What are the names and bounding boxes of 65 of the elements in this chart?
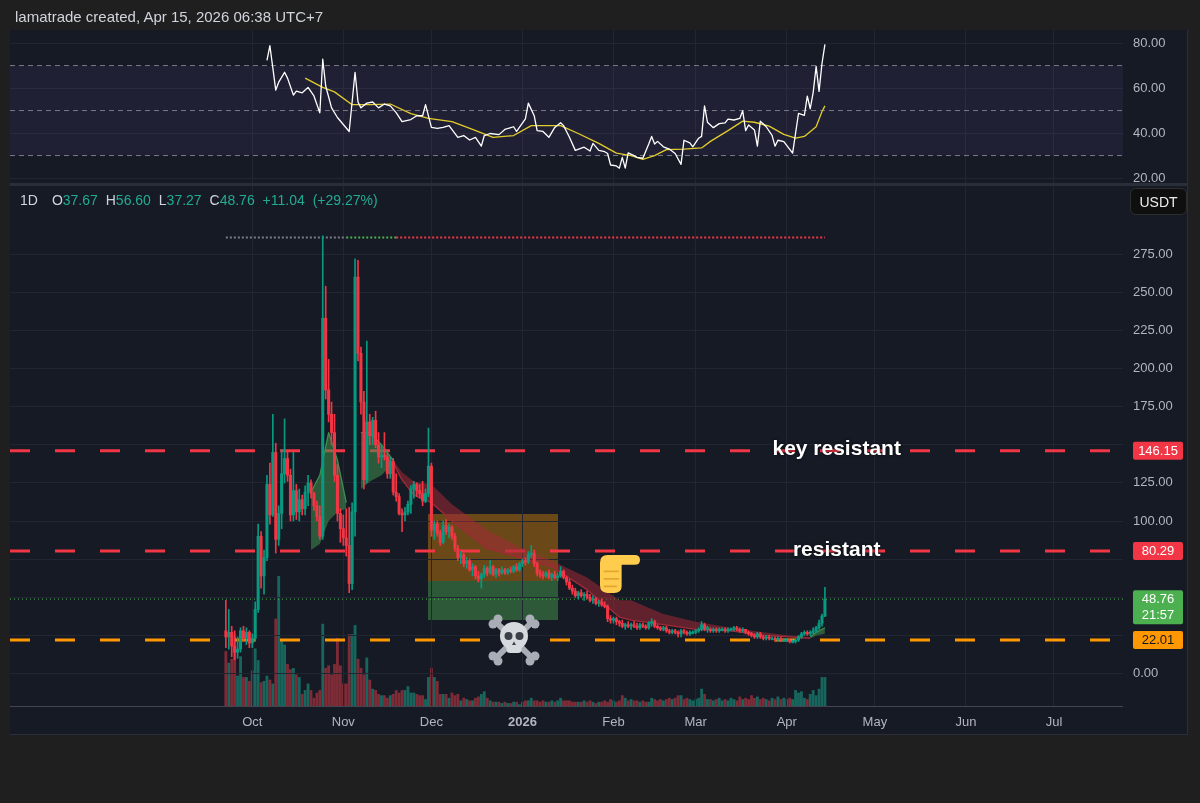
y-tick-label: 200.00 xyxy=(1133,360,1173,376)
bar xyxy=(277,576,281,706)
y-tick-label: 250.00 xyxy=(1133,283,1173,299)
y-tick-label: 100.00 xyxy=(1133,512,1173,528)
x-tick-label: 2026 xyxy=(507,714,537,730)
x-tick-label: Dec xyxy=(419,714,444,730)
x-tick-label: Mar xyxy=(684,714,708,730)
bar xyxy=(336,638,339,706)
bar xyxy=(406,686,410,706)
y-tick-label: 0.00 xyxy=(1133,665,1159,681)
bar xyxy=(368,679,372,706)
bar xyxy=(271,683,275,706)
ref-line-label: 80.29 xyxy=(1141,543,1175,559)
bar xyxy=(268,679,272,706)
y-tick-label: 125.00 xyxy=(1133,474,1173,490)
candlestick xyxy=(224,599,228,648)
bar xyxy=(808,693,812,706)
x-tick-label: May xyxy=(862,714,888,730)
chart-title: 1D xyxy=(20,192,38,208)
x-tick-label: Apr xyxy=(776,714,798,730)
bar xyxy=(306,683,310,706)
bar xyxy=(811,690,815,706)
bar xyxy=(750,695,753,706)
candlestick xyxy=(227,609,231,650)
bar xyxy=(283,644,287,706)
bar xyxy=(427,677,430,706)
y-tick-label: 225.00 xyxy=(1133,321,1173,337)
bar xyxy=(253,648,257,706)
y-tick-label: 20.00 xyxy=(1133,169,1166,185)
bar xyxy=(324,667,328,706)
y-tick-label: 275.00 xyxy=(1133,245,1173,261)
y-tick-label: 40.00 xyxy=(1133,124,1166,140)
x-tick-label: Feb xyxy=(602,714,625,730)
bar xyxy=(456,693,460,706)
bar xyxy=(318,690,322,706)
bar xyxy=(286,664,289,706)
x-tick-label: Nov xyxy=(331,714,356,730)
bar xyxy=(227,662,231,706)
bar xyxy=(482,691,486,706)
bar xyxy=(315,692,319,706)
ref-line-label: 146.15 xyxy=(1138,442,1178,458)
bar xyxy=(321,623,325,706)
bar xyxy=(703,693,706,706)
bar xyxy=(274,618,278,706)
text: 21:57 xyxy=(1141,607,1175,623)
y-tick-label: 60.00 xyxy=(1133,79,1166,95)
x-tick-label: Jul xyxy=(1045,714,1063,730)
bar xyxy=(700,688,704,706)
bar xyxy=(239,656,242,706)
x-tick-label: Jun xyxy=(955,714,977,730)
y-axis-title: USDT xyxy=(1130,188,1187,215)
annotation: resistant xyxy=(792,536,881,560)
bar xyxy=(606,701,610,706)
x-tick-label: Oct xyxy=(242,714,263,730)
y-tick-label: 80.00 xyxy=(1133,34,1166,50)
ref-line-label: 48.76 xyxy=(1141,591,1175,607)
bar xyxy=(800,691,803,706)
y-tick-label: 175.00 xyxy=(1133,398,1173,414)
bar xyxy=(794,690,797,706)
bar xyxy=(224,651,228,706)
text: O37.67 H56.60 L37.27 C48.76 +11.04 (+29.27%) xyxy=(51,192,378,208)
bar xyxy=(421,695,425,706)
bar xyxy=(365,657,369,706)
text: lamatrade created, Apr 15, 2026 06:38 UTC+7 xyxy=(15,8,324,26)
ref-line-label: 22.01 xyxy=(1141,632,1175,648)
